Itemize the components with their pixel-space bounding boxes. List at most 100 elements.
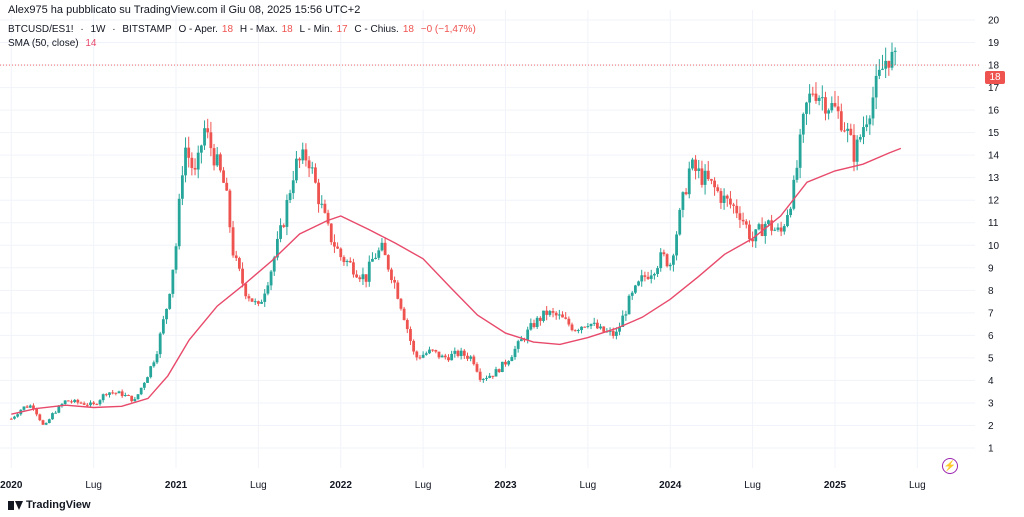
candle-body — [652, 274, 656, 276]
candle-body — [820, 97, 824, 99]
candle-body — [298, 158, 301, 161]
candle-body — [434, 349, 438, 352]
candle-body — [437, 351, 441, 358]
candle-body — [28, 405, 32, 408]
candle-body — [165, 308, 168, 320]
price-tick-label: 5 — [988, 353, 994, 364]
candle-body — [380, 242, 384, 251]
candle-body — [70, 401, 73, 403]
change-value: −0 (−1,47%) — [420, 24, 476, 35]
tradingview-logo-icon — [8, 500, 23, 510]
candle-body — [485, 377, 488, 379]
candle-body — [662, 252, 666, 255]
candle-body — [592, 322, 596, 324]
price-tick-label: 11 — [988, 218, 999, 229]
candle-body — [228, 190, 232, 228]
candle-body — [643, 275, 647, 277]
candle-body — [212, 148, 216, 166]
price-tick-label: 12 — [988, 196, 1000, 207]
candle-body — [98, 400, 102, 405]
candle-body — [691, 159, 694, 169]
candle-body — [497, 369, 501, 373]
candle-body — [687, 168, 691, 195]
candle-body — [694, 159, 697, 171]
bolt-icon[interactable]: ⚡ — [942, 458, 958, 474]
candle-body — [241, 268, 244, 284]
candle-body — [25, 406, 29, 408]
candle-body — [405, 320, 409, 330]
candle-body — [507, 361, 511, 365]
candle-body — [190, 157, 194, 168]
candle-body — [725, 195, 729, 199]
interval-label[interactable]: 1W — [90, 24, 106, 35]
candle-body — [535, 317, 539, 328]
candle-body — [767, 220, 770, 224]
symbol-legend[interactable]: BTCUSD/ES1! · 1W · BITSTAMP O - Aper. 18 … — [8, 24, 476, 35]
candle-body — [887, 60, 891, 68]
candle-body — [443, 355, 447, 358]
symbol-name[interactable]: BTCUSD/ES1! — [8, 24, 74, 35]
time-tick-label: 2022 — [330, 480, 353, 491]
candle-body — [564, 317, 568, 319]
candle-body — [85, 404, 89, 406]
open-label: O - Aper. — [178, 24, 218, 35]
candle-body — [127, 394, 130, 396]
candle-body — [393, 280, 397, 283]
candle-body — [57, 406, 61, 413]
candle-body — [79, 402, 83, 404]
candle-body — [63, 400, 67, 404]
candle-body — [824, 97, 827, 114]
candle-body — [719, 191, 723, 203]
candle-body — [795, 167, 799, 180]
candle-body — [168, 293, 172, 309]
candle-body — [447, 357, 450, 361]
candle-body — [741, 219, 745, 222]
candle-body — [218, 154, 222, 171]
low-label: L - Min. — [299, 24, 333, 35]
candle-body — [377, 250, 381, 258]
candle-body — [279, 225, 282, 239]
candle-body — [152, 362, 156, 367]
candle-body — [101, 394, 105, 401]
time-axis[interactable]: 2020 Lug 2021 Lug 2022 Lug 2023 Lug 2024 Lug 2025 L… — [0, 480, 926, 491]
publisher-text: Alex975 ha pubblicato su TradingView.com… — [8, 4, 361, 16]
price-tick-label: 13 — [988, 173, 1000, 184]
price-tick-label: 8 — [988, 286, 994, 297]
candle-body — [656, 268, 659, 275]
candle-body — [649, 275, 653, 279]
sma-legend[interactable]: SMA (50, close) 14 — [8, 38, 101, 49]
candle-body — [833, 103, 837, 107]
candle-body — [798, 134, 802, 168]
candle-body — [665, 254, 669, 267]
candle-body — [314, 167, 317, 183]
time-tick-label: Lug — [580, 480, 597, 491]
candle-body — [548, 311, 552, 315]
candle-body — [637, 281, 640, 286]
candle-body — [494, 369, 498, 377]
candle-body — [367, 261, 371, 282]
candle-body — [253, 301, 257, 303]
close-label: C - Chius. — [354, 24, 399, 35]
candle-body — [516, 341, 520, 349]
candle-body — [713, 180, 716, 188]
candle-body — [830, 103, 834, 111]
candle-body — [361, 274, 365, 280]
candle-body — [811, 93, 815, 95]
candle-body — [722, 195, 726, 203]
candle-series — [9, 42, 897, 426]
candle-body — [481, 378, 485, 380]
candle-body — [13, 416, 16, 419]
candle-body — [209, 132, 213, 149]
candle-body — [757, 224, 761, 230]
tradingview-brand[interactable]: TradingView — [8, 499, 91, 511]
candle-body — [551, 311, 555, 313]
candle-body — [383, 242, 387, 256]
candle-body — [589, 323, 593, 327]
candle-body — [453, 350, 457, 354]
candle-body — [329, 223, 333, 243]
price-tick-label: 10 — [988, 241, 1000, 252]
close-value: 18 — [402, 24, 414, 35]
candle-body — [295, 158, 298, 181]
